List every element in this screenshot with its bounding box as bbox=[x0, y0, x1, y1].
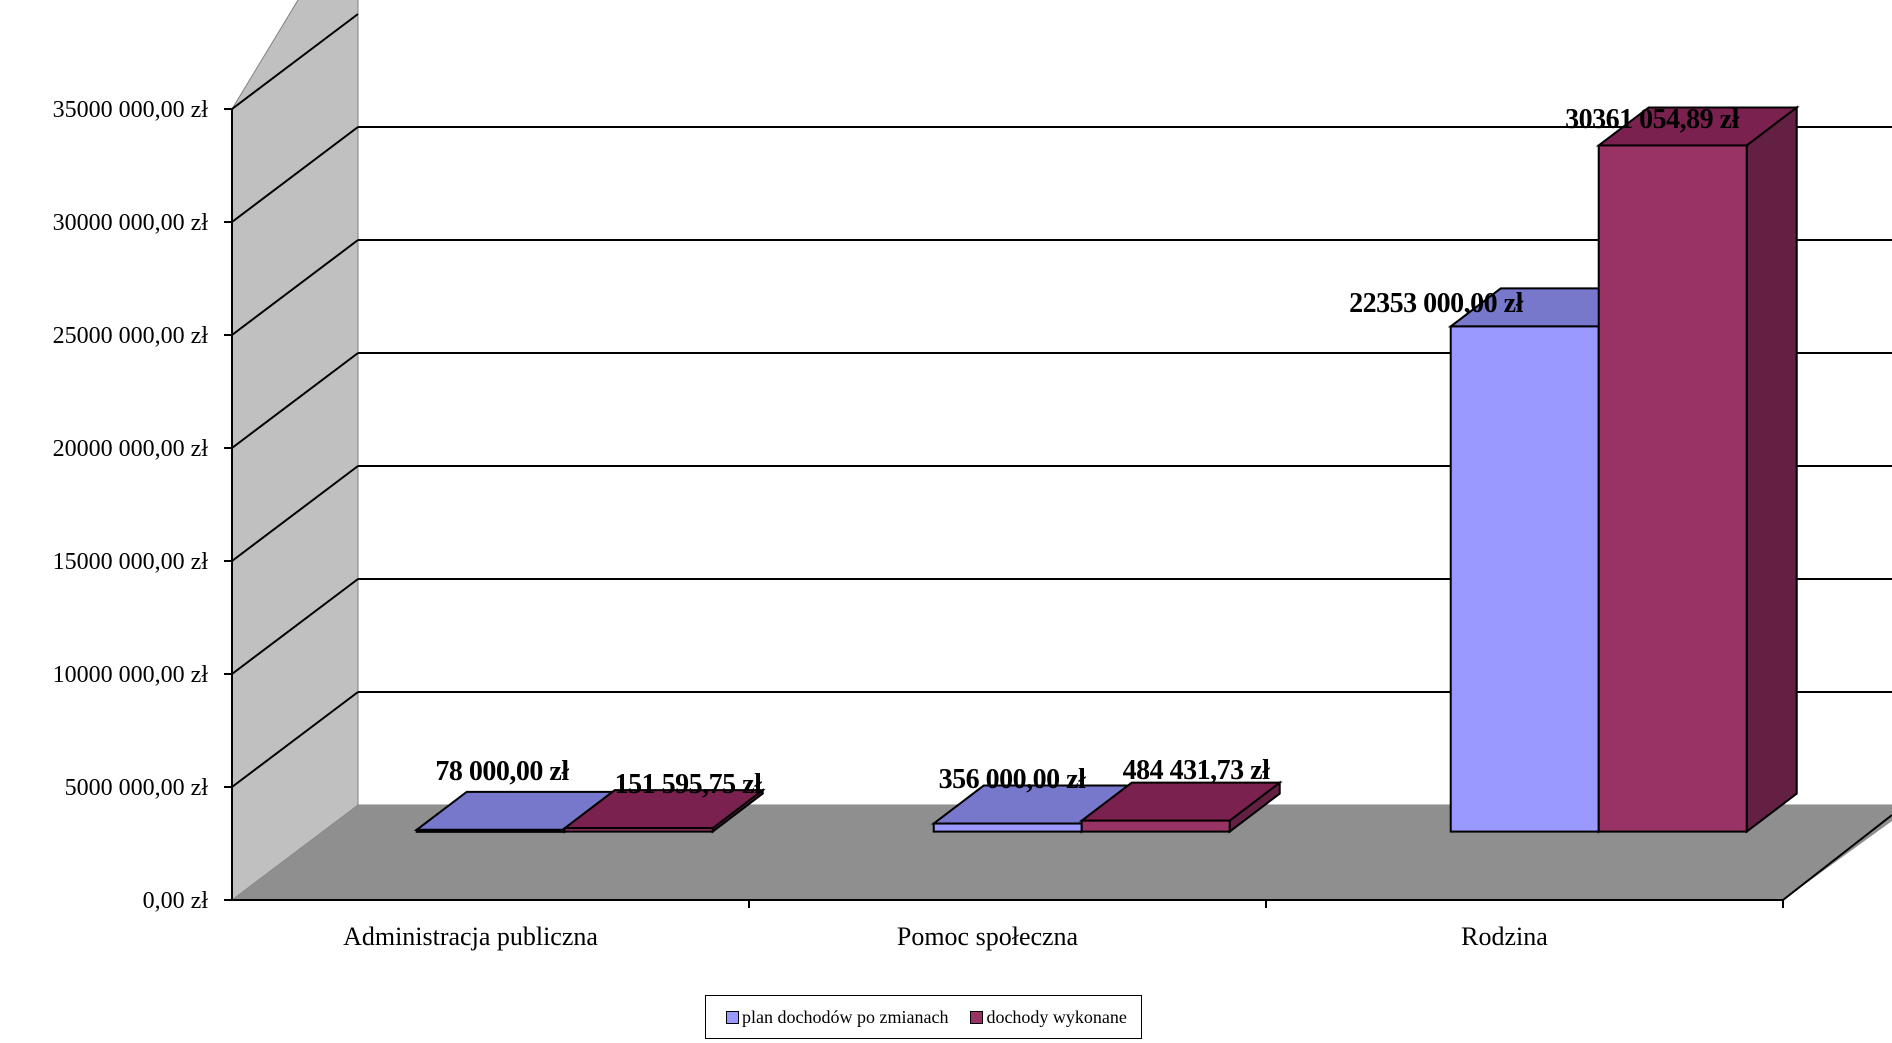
bar-executed bbox=[1595, 105, 1800, 834]
bars bbox=[413, 105, 1800, 834]
y-axis-ticks: 0,00 zł 5000 000,00 zł 10000 000,00 zł 1500… bbox=[53, 97, 232, 914]
y-tick-label: 30000 000,00 zł bbox=[53, 210, 209, 236]
y-tick-label: 25000 000,00 zł bbox=[53, 323, 209, 349]
gridline-side bbox=[231, 465, 359, 562]
gridline-side bbox=[231, 239, 359, 336]
data-label: 30361 054,89 zł bbox=[1565, 104, 1739, 135]
bar-front bbox=[932, 822, 1083, 833]
legend-label-executed: dochody wykonane bbox=[986, 1006, 1127, 1027]
bar-front bbox=[1449, 325, 1600, 833]
legend-swatch-plan bbox=[726, 1010, 739, 1024]
x-tick-label: Rodzina bbox=[1461, 922, 1548, 951]
bar-front bbox=[563, 827, 714, 833]
y-tick-label: 35000 000,00 zł bbox=[53, 97, 209, 123]
y-tick-label: 15000 000,00 zł bbox=[53, 549, 209, 575]
legend-item-plan: plan dochodów po zmianach bbox=[726, 1007, 948, 1028]
data-label: 78 000,00 zł bbox=[435, 756, 569, 787]
y-tick-label: 0,00 zł bbox=[143, 888, 209, 914]
data-label: 151 595,75 zł bbox=[615, 769, 762, 800]
legend-label-plan: plan dochodów po zmianach bbox=[742, 1006, 949, 1027]
gridline-side bbox=[231, 13, 359, 110]
bar-executed bbox=[561, 788, 766, 834]
y-tick-label: 10000 000,00 zł bbox=[53, 662, 209, 688]
legend-item-executed: dochody wykonane bbox=[970, 1006, 1127, 1028]
x-axis-labels: Administracja publiczna Pomoc społeczna Ro… bbox=[343, 922, 1548, 951]
bar-executed bbox=[1078, 780, 1283, 834]
data-label: 356 000,00 zł bbox=[939, 764, 1086, 795]
gridline-side bbox=[231, 126, 359, 223]
y-tick-label: 5000 000,00 zł bbox=[65, 775, 209, 801]
bar-front bbox=[1080, 819, 1231, 833]
bar-front bbox=[1597, 144, 1748, 833]
y-tick-label: 20000 000,00 zł bbox=[53, 436, 209, 462]
gridline-side bbox=[231, 352, 359, 449]
bar-front bbox=[415, 828, 566, 833]
x-tick-label: Pomoc społeczna bbox=[897, 922, 1079, 951]
legend: plan dochodów po zmianach dochody wykona… bbox=[705, 995, 1142, 1039]
gridline-side bbox=[231, 578, 359, 675]
x-tick-label: Administracja publiczna bbox=[343, 922, 598, 951]
data-label: 484 431,73 zł bbox=[1123, 755, 1270, 786]
axes bbox=[231, 109, 1892, 908]
data-label: 22353 000,00 zł bbox=[1349, 288, 1523, 319]
legend-swatch-executed bbox=[970, 1010, 984, 1024]
left-wall bbox=[231, 0, 359, 902]
x-axis-depth-line bbox=[1782, 814, 1892, 901]
bar-side bbox=[1745, 105, 1798, 834]
data-labels: 78 000,00 zł 356 000,00 zł 22353 000,00 zł… bbox=[435, 104, 1740, 800]
gridline-side bbox=[231, 691, 359, 788]
